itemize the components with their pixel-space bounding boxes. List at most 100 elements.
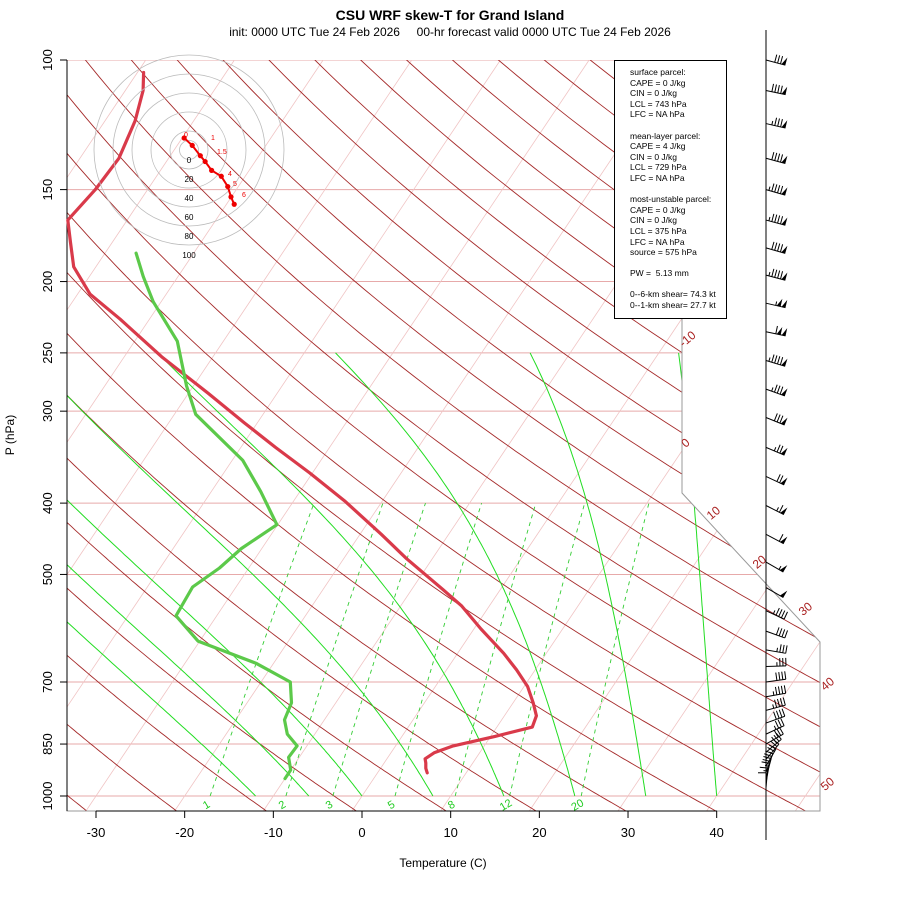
y-axis-label: P (hPa) xyxy=(3,415,17,455)
barb-flag xyxy=(781,708,786,717)
hodograph-point xyxy=(202,158,208,165)
barb-flag xyxy=(779,698,783,707)
wind-barb xyxy=(765,298,788,309)
barb-half-flag xyxy=(768,271,771,277)
hodograph-point xyxy=(189,142,195,148)
barb-flag xyxy=(775,325,778,334)
wind-barb xyxy=(765,268,788,281)
barb-staff xyxy=(765,610,785,620)
hodograph-height-label: 1 xyxy=(211,135,215,142)
barb-staff xyxy=(765,59,786,66)
hodograph-point xyxy=(209,167,215,173)
moist-adiabat xyxy=(529,352,647,797)
barb-flag xyxy=(782,697,786,706)
wind-barb xyxy=(765,657,787,668)
barb-pennant xyxy=(781,217,788,226)
barb-flag xyxy=(777,185,781,194)
stats-line: LFC = NA hPa xyxy=(630,172,685,183)
barb-flag xyxy=(783,611,788,620)
barb-flag xyxy=(771,241,775,250)
barb-pennant xyxy=(781,86,788,95)
hodograph-point xyxy=(218,173,224,179)
barb-flag xyxy=(777,270,781,279)
y-tick-label: 400 xyxy=(40,492,55,514)
barb-half-flag xyxy=(772,704,775,709)
wind-barb xyxy=(765,384,788,397)
barb-half-flag xyxy=(764,765,770,767)
barb-flag xyxy=(767,747,775,752)
hodograph-ring-label: 40 xyxy=(185,194,194,203)
stats-line: CIN = 0 J/kg xyxy=(630,88,678,99)
barb-flag xyxy=(778,609,783,617)
barb-flag xyxy=(773,734,780,742)
hodograph-point xyxy=(231,201,237,207)
barb-pennant xyxy=(779,565,788,573)
barb-pennant xyxy=(776,298,783,307)
stats-line: CAPE = 4 J/kg xyxy=(630,141,686,152)
mixing-ratio-line xyxy=(394,502,483,797)
hodograph-point xyxy=(197,153,203,159)
barb-flag xyxy=(775,627,780,636)
barb-flag xyxy=(763,756,772,760)
mixing-ratio-label: 3 xyxy=(324,799,335,812)
mixing-ratio-label: 20 xyxy=(569,797,586,814)
barb-flag xyxy=(780,56,784,65)
barb-half-flag xyxy=(773,447,777,452)
barb-half-flag xyxy=(768,357,771,362)
wind-barb xyxy=(765,413,788,426)
x-axis-label: Temperature (C) xyxy=(399,856,486,870)
barb-pennant xyxy=(781,120,788,129)
barb-flag xyxy=(780,718,785,726)
hodograph-height-label: 1.5 xyxy=(217,149,227,156)
dewpoint-profile xyxy=(134,251,299,781)
isotherm-label: 0 xyxy=(678,435,692,450)
stats-line: source = 575 hPa xyxy=(630,247,697,258)
stats-shear: 0--6-km shear= 74.3 kt xyxy=(630,289,716,300)
chart-subtitle: init: 0000 UTC Tue 24 Feb 2026 00-hr for… xyxy=(229,25,671,39)
moist-adiabat xyxy=(67,352,363,797)
x-tick-label: -20 xyxy=(175,825,194,840)
wind-barb xyxy=(765,504,788,516)
barb-flag xyxy=(777,215,781,224)
wind-barb xyxy=(765,213,788,226)
wind-barb xyxy=(765,325,788,337)
barb-flag xyxy=(777,686,781,695)
barb-flag xyxy=(776,728,782,736)
moist-adiabat xyxy=(157,352,505,797)
barb-pennant xyxy=(780,417,788,425)
wind-barb xyxy=(765,183,788,196)
barb-flag xyxy=(771,183,775,192)
barb-flag xyxy=(781,629,786,638)
barb-flag xyxy=(778,709,783,718)
barb-pennant xyxy=(781,187,788,196)
isotherm-line xyxy=(884,60,900,812)
barb-staff xyxy=(765,247,786,254)
barb-flag xyxy=(774,84,777,93)
barb-pennant xyxy=(781,155,788,164)
barb-flag xyxy=(775,710,780,719)
barb-flag xyxy=(771,268,775,277)
wind-barb xyxy=(765,708,786,724)
barb-flag xyxy=(779,415,784,424)
y-tick-label: 200 xyxy=(40,271,55,293)
barb-flag xyxy=(776,444,781,453)
y-tick-label: 100 xyxy=(40,49,55,71)
barb-flag xyxy=(776,474,781,482)
barb-half-flag xyxy=(772,610,776,615)
barb-flag xyxy=(780,685,784,694)
barb-flag xyxy=(776,698,781,707)
stats-line: surface parcel: xyxy=(630,67,686,77)
barb-flag xyxy=(776,414,781,423)
y-tick-label: 300 xyxy=(40,400,55,422)
barb-flag xyxy=(779,475,784,484)
mixing-ratio-line xyxy=(285,502,384,797)
barb-flag xyxy=(779,357,784,365)
wind-barb xyxy=(765,718,785,735)
stats-line: CAPE = 0 J/kg xyxy=(630,204,686,215)
barb-pennant xyxy=(781,388,788,396)
barb-flag xyxy=(775,672,778,681)
barb-pennant xyxy=(780,536,788,544)
barb-flag xyxy=(759,766,768,769)
barb-flag xyxy=(775,732,782,740)
parcel-stats-box: surface parcel: CAPE = 0 J/kg CIN = 0 J/… xyxy=(614,60,727,319)
